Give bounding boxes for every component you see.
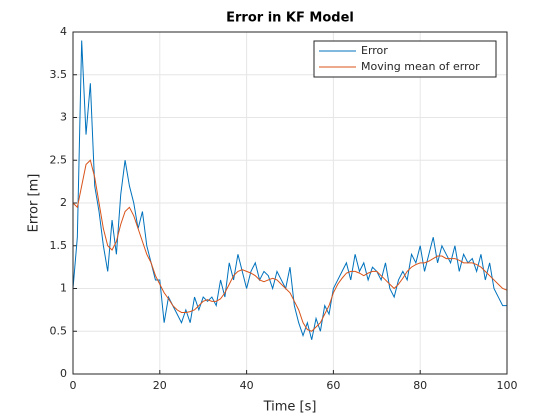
y-tick-label: 1.5 [50, 239, 68, 252]
data-line [72, 159, 508, 332]
chart-title: Error in KF Model [226, 11, 354, 26]
x-tick-label: 40 [240, 379, 254, 392]
x-tick-label: 80 [413, 379, 427, 392]
y-tick-label: 2.5 [50, 153, 68, 166]
y-tick-label: 3 [60, 111, 67, 124]
legend-box [313, 40, 497, 78]
axes-box [72, 31, 508, 375]
x-axis-label: Time [s] [263, 400, 317, 415]
y-tick-label: 0.5 [50, 324, 68, 337]
y-tick-label: 3.5 [50, 68, 68, 81]
y-tick-label: 4 [60, 25, 67, 38]
legend-label: Error [361, 44, 388, 57]
y-axis-label: Error [m] [27, 174, 42, 233]
x-tick-label: 20 [153, 379, 167, 392]
x-tick-label: 0 [70, 379, 77, 392]
data-line [72, 40, 507, 340]
y-tick-label: 1 [60, 282, 67, 295]
y-tick-label: 0 [60, 367, 67, 380]
x-tick-label: 100 [497, 379, 518, 392]
x-tick-label: 60 [326, 379, 340, 392]
y-tick-label: 2 [60, 196, 67, 209]
legend-label: Moving mean of error [361, 60, 480, 73]
